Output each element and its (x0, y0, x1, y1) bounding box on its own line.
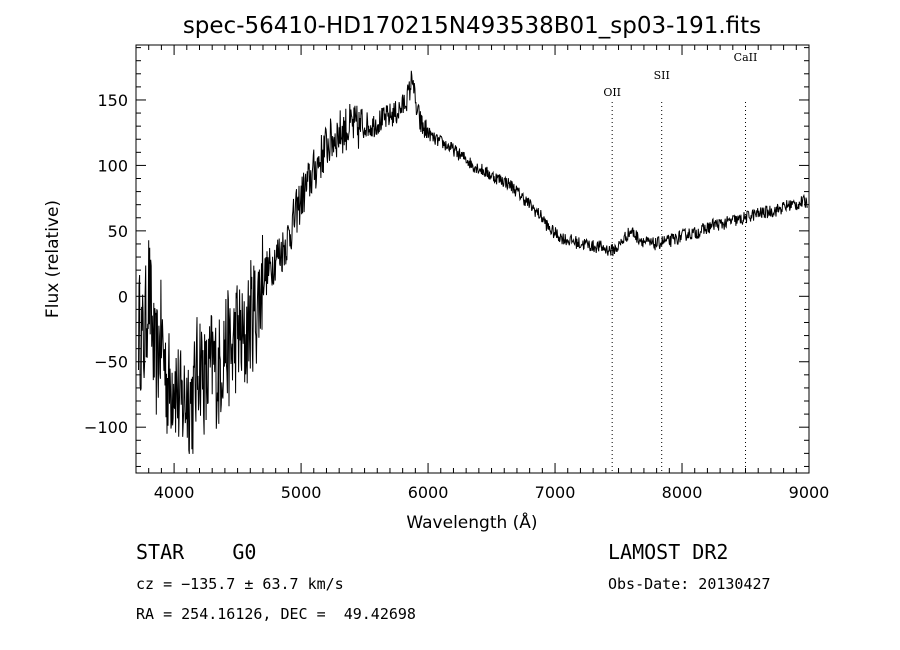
x-tick-label: 7000 (535, 483, 576, 502)
y-tick-label: −100 (84, 418, 128, 437)
y-tick-label: 50 (108, 222, 128, 241)
x-tick-label: 6000 (408, 483, 449, 502)
spectral-line-label: CaII (734, 51, 758, 64)
spectral-line-label: SII (654, 69, 670, 82)
flux-series-line (138, 70, 808, 454)
y-tick-label: 150 (97, 91, 128, 110)
obs-date-text: Obs-Date: 20130427 (608, 575, 771, 593)
x-tick-label: 4000 (154, 483, 195, 502)
spectral-line-label: OII (603, 86, 621, 99)
axis-tick-labels: 4000 5000 6000 7000 8000 9000 −100 −50 0 50 100 150 (84, 91, 829, 502)
axis-ticks (135, 45, 810, 473)
y-axis-label: Flux (relative) (43, 200, 63, 318)
x-tick-label: 9000 (789, 483, 830, 502)
coordinates-text: RA = 254.16126, DEC = 49.42698 (136, 605, 416, 623)
x-tick-label: 5000 (281, 483, 322, 502)
chart-title: spec-56410-HD170215N493538B01_sp03-191.f… (183, 13, 761, 39)
survey-text: LAMOST DR2 (608, 540, 729, 564)
object-class-text: STAR G0 (136, 540, 257, 564)
spectral-line-markers: OII SII CaII (603, 51, 757, 473)
redshift-text: cz = −135.7 ± 63.7 km/s (136, 575, 344, 593)
x-axis-label: Wavelength (Å) (406, 511, 537, 533)
y-tick-label: 0 (118, 287, 128, 306)
y-tick-label: 100 (97, 156, 128, 175)
y-tick-label: −50 (94, 353, 128, 372)
plot-frame (135, 44, 810, 474)
x-tick-label: 8000 (662, 483, 703, 502)
